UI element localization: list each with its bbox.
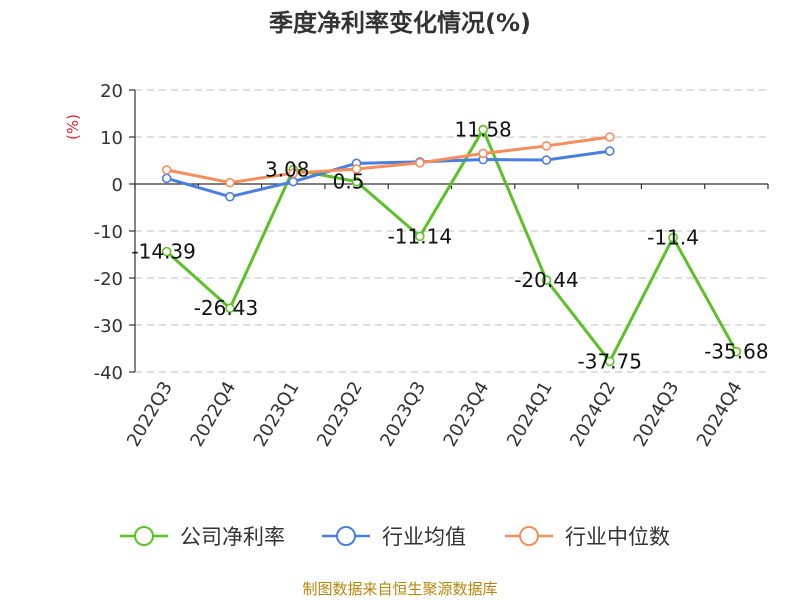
series-point-1: [161, 173, 172, 184]
series-point-0: [668, 232, 678, 243]
series-line-0: [165, 128, 738, 363]
series-point-0: [604, 356, 615, 367]
y-tick-label: -30: [94, 316, 123, 337]
source-note: 制图数据来自恒生聚源数据库: [302, 580, 497, 598]
series-point-1: [225, 191, 235, 202]
series-point-0: [541, 275, 552, 285]
x-tick-label: 2023Q4: [440, 378, 494, 450]
legend-label: 行业均值: [382, 525, 466, 549]
data-label: -20.44: [514, 268, 578, 292]
series-point-2: [351, 164, 362, 174]
legend-label: 行业中位数: [565, 525, 670, 549]
x-tick-label: 2023Q3: [376, 378, 430, 450]
series-point-0: [161, 246, 172, 257]
series-point-2: [604, 132, 615, 142]
series-point-2: [415, 158, 425, 168]
data-label: -11.14: [388, 224, 452, 248]
series-lines: [161, 124, 742, 367]
y-tick-label: 10: [100, 128, 123, 149]
legend: 公司净利率 行业均值 行业中位数: [120, 525, 670, 549]
legend-marker: [134, 526, 154, 546]
gridlines: [135, 89, 768, 373]
chart-title: 季度净利率变化情况(%): [269, 9, 531, 37]
y-tick-label: -40: [94, 363, 123, 384]
data-label: -35.68: [704, 340, 768, 364]
x-tick-label: 2023Q1: [250, 378, 304, 450]
series-point-2: [161, 165, 172, 175]
x-tick-label: 2024Q1: [503, 378, 557, 450]
data-labels: -14.39 -26.43 3.08 0.5 -11.14 11.58 -20.44 -37.…: [131, 118, 768, 374]
data-label: 3.08: [265, 158, 310, 182]
series-point-2: [478, 148, 488, 159]
legend-label: 公司净利率: [180, 525, 285, 549]
series-point-2: [225, 177, 235, 188]
y-tick-label: 0: [112, 175, 123, 196]
y-axis-unit: (%): [64, 114, 82, 140]
x-tick-label: 2024Q4: [693, 378, 747, 450]
series-point-0: [351, 176, 362, 187]
x-tick-label: 2022Q4: [186, 378, 240, 450]
series-point-0: [415, 231, 425, 242]
series-point-0: [478, 124, 488, 135]
x-tick-labels: 2022Q3 2022Q4 2023Q1 2023Q2 2023Q3 2023Q4 2024…: [123, 378, 747, 450]
series-line-2: [166, 135, 610, 185]
series-point-1: [604, 146, 615, 156]
y-tick-label: 20: [100, 81, 123, 102]
data-label: -37.75: [578, 349, 642, 373]
series-line-1: [166, 149, 610, 199]
legend-marker: [336, 526, 356, 546]
series-point-2: [288, 168, 299, 178]
x-tick-label: 2023Q2: [313, 378, 367, 450]
x-tick-label: 2024Q3: [629, 378, 683, 450]
series-point-0: [731, 346, 742, 357]
series-point-2: [541, 141, 552, 151]
series-point-0: [225, 303, 235, 314]
data-label: -14.39: [131, 240, 195, 264]
y-tick-label: -20: [94, 269, 123, 290]
y-tick-label: -10: [94, 222, 123, 243]
x-tick-label: 2022Q3: [123, 378, 177, 450]
data-label: -11.4: [647, 226, 699, 250]
legend-marker: [519, 526, 539, 546]
data-label: 0.5: [333, 170, 365, 194]
data-label: -26.43: [194, 296, 258, 320]
x-tick-label: 2024Q2: [566, 378, 620, 450]
series-point-1: [541, 155, 552, 165]
data-label: 11.58: [455, 118, 512, 142]
y-tick-labels: 20 10 0 -10 -20 -30 -40: [94, 81, 123, 384]
